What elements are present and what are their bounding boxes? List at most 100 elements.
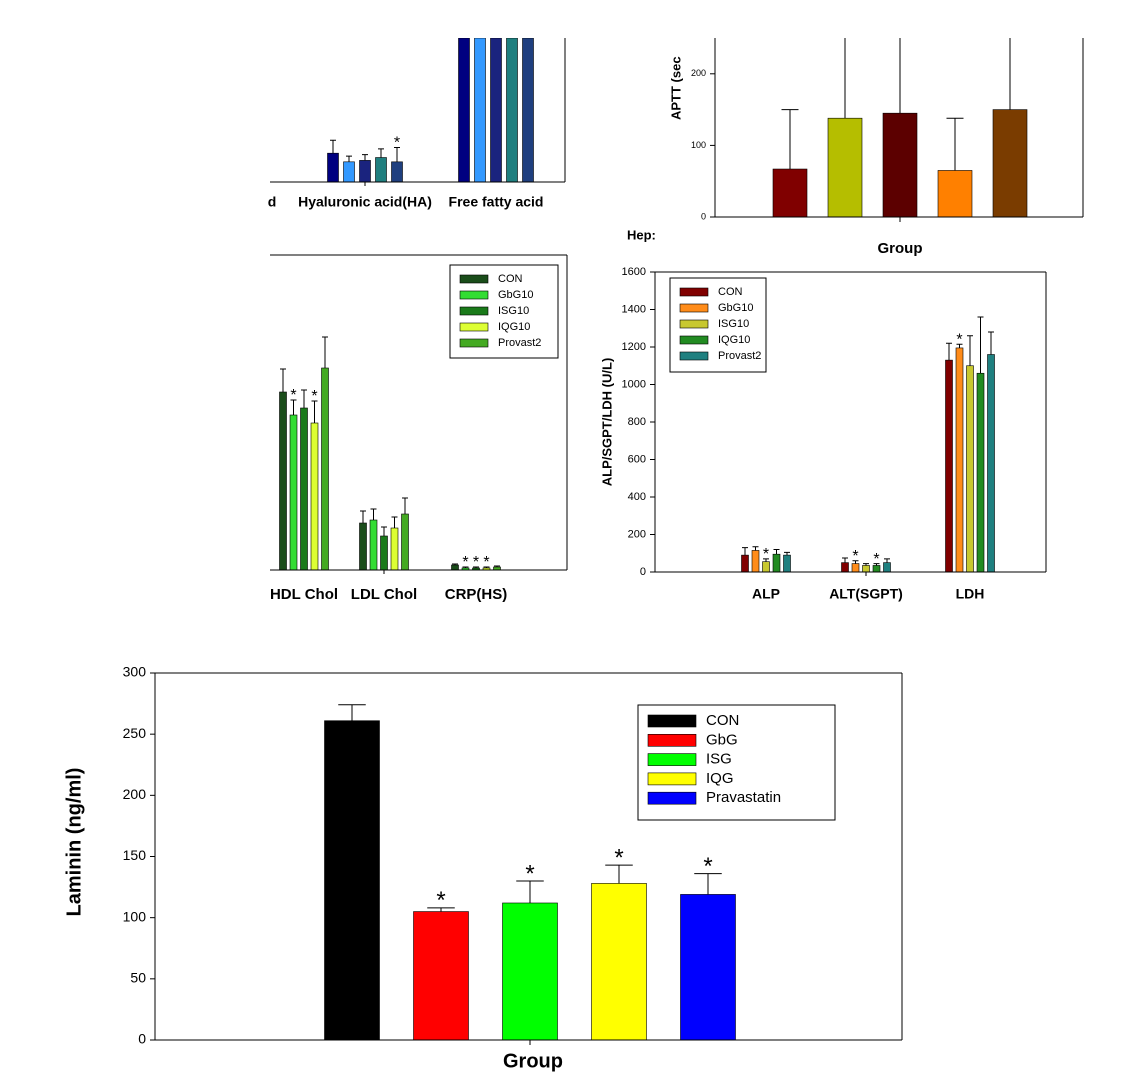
x-tick-label: Hyaluronic acid(HA) (298, 194, 432, 210)
error-bar (370, 508, 377, 520)
significance-label: * (290, 387, 296, 404)
error-bar (360, 510, 366, 523)
error-bar (301, 389, 307, 408)
y-tick-label: 100 (691, 140, 706, 150)
error-bar (863, 563, 869, 566)
caption: Hep: (627, 227, 656, 242)
bar (862, 565, 870, 572)
bar (502, 902, 558, 1040)
y-tick-label: 250 (123, 725, 147, 741)
y-tick-label: 200 (691, 68, 706, 78)
error-bar (378, 148, 384, 158)
y-tick-label: 600 (628, 453, 646, 465)
bar (279, 391, 287, 570)
legend-label: IQG (706, 770, 734, 787)
legend-label: Provast2 (498, 337, 541, 349)
error-bar (988, 331, 994, 355)
error-bar (391, 516, 398, 528)
bar (783, 554, 791, 572)
plot-area (741, 316, 995, 572)
error-bar (394, 146, 400, 162)
error-bar (311, 400, 318, 423)
significance-label: * (852, 548, 858, 565)
chart: * * * * 0 50 100 150 200 250 300 Group Laminin (ng/m… (63, 664, 903, 1072)
error-bar (967, 335, 973, 366)
significance-label: * (703, 853, 712, 880)
error-bar (946, 342, 952, 361)
error-bar (694, 873, 722, 895)
bar (321, 367, 329, 570)
bar (992, 109, 1028, 217)
legend-label: CON (706, 712, 739, 729)
error-bar (946, 117, 964, 171)
chart: * * * * 0 200 400 600 800 1000 1200 1400 1600 ALP ALT(… (599, 266, 1047, 602)
y-tick-label: 300 (123, 664, 147, 680)
x-axis-label: Group (878, 240, 923, 257)
legend-label: IQG10 (498, 321, 530, 333)
y-tick-label: 1000 (622, 378, 646, 390)
legend: CON GbG10 ISG10 IQG10 Provast2 (669, 277, 767, 373)
y-tick-label: 0 (640, 566, 646, 578)
bar (680, 894, 736, 1040)
bar (955, 347, 964, 572)
bar (762, 561, 770, 572)
plot-area (279, 336, 501, 570)
bar (474, 38, 486, 182)
error-bar (763, 558, 769, 562)
error-bar (452, 563, 458, 565)
y-tick-label: 150 (123, 847, 147, 863)
bar (359, 522, 367, 570)
error-bar (494, 565, 500, 567)
x-tick-label: ALP (752, 586, 780, 602)
legend-swatch (647, 714, 697, 728)
plot-area (327, 38, 534, 182)
error-bar (844, 38, 846, 119)
y-tick-label: 1200 (622, 341, 646, 353)
significance-label: * (614, 844, 623, 871)
bar (490, 38, 502, 182)
chart: * d Hyaluronic acid(HA) Free fatty acid (268, 38, 566, 210)
legend-swatch (679, 303, 709, 313)
significance-label: * (763, 546, 769, 563)
x-tick-label: HDL Chol (270, 586, 338, 603)
bar (772, 168, 808, 217)
legend-swatch (459, 306, 489, 316)
bar (390, 527, 399, 570)
error-bar (884, 558, 890, 563)
error-bar (781, 109, 799, 170)
bar (522, 38, 534, 182)
bar (976, 372, 985, 572)
bar (827, 117, 863, 217)
bar (310, 422, 319, 570)
legend-swatch (459, 322, 489, 332)
x-axis-label: Group (503, 1050, 563, 1072)
x-tick-label: ALT(SGPT) (829, 586, 903, 602)
legend-swatch (459, 274, 489, 284)
significance-label: * (956, 331, 962, 348)
bar (451, 564, 459, 570)
error-bar (842, 557, 848, 563)
y-tick-label: 1400 (622, 303, 646, 315)
x-tick-label: LDL Chol (351, 586, 417, 603)
error-bar (516, 880, 544, 903)
error-bar (956, 343, 963, 348)
legend-label: Pravastatin (706, 789, 781, 806)
significance-label: * (436, 887, 445, 914)
x-tick-label: d (268, 194, 277, 210)
bar (883, 562, 891, 572)
error-bar (473, 566, 479, 568)
significance-label: * (525, 860, 534, 887)
bar (401, 513, 409, 570)
legend-swatch (459, 290, 489, 300)
bar (327, 152, 339, 182)
significance-label: * (394, 135, 400, 152)
y-tick-label: 50 (130, 970, 146, 986)
error-bar (381, 526, 387, 536)
legend-swatch (647, 753, 697, 766)
y-tick-label: 200 (628, 528, 646, 540)
error-bar (402, 497, 408, 514)
bar (841, 562, 849, 572)
error-bar (462, 566, 469, 568)
significance-label: * (462, 554, 468, 571)
legend-swatch (647, 772, 697, 786)
